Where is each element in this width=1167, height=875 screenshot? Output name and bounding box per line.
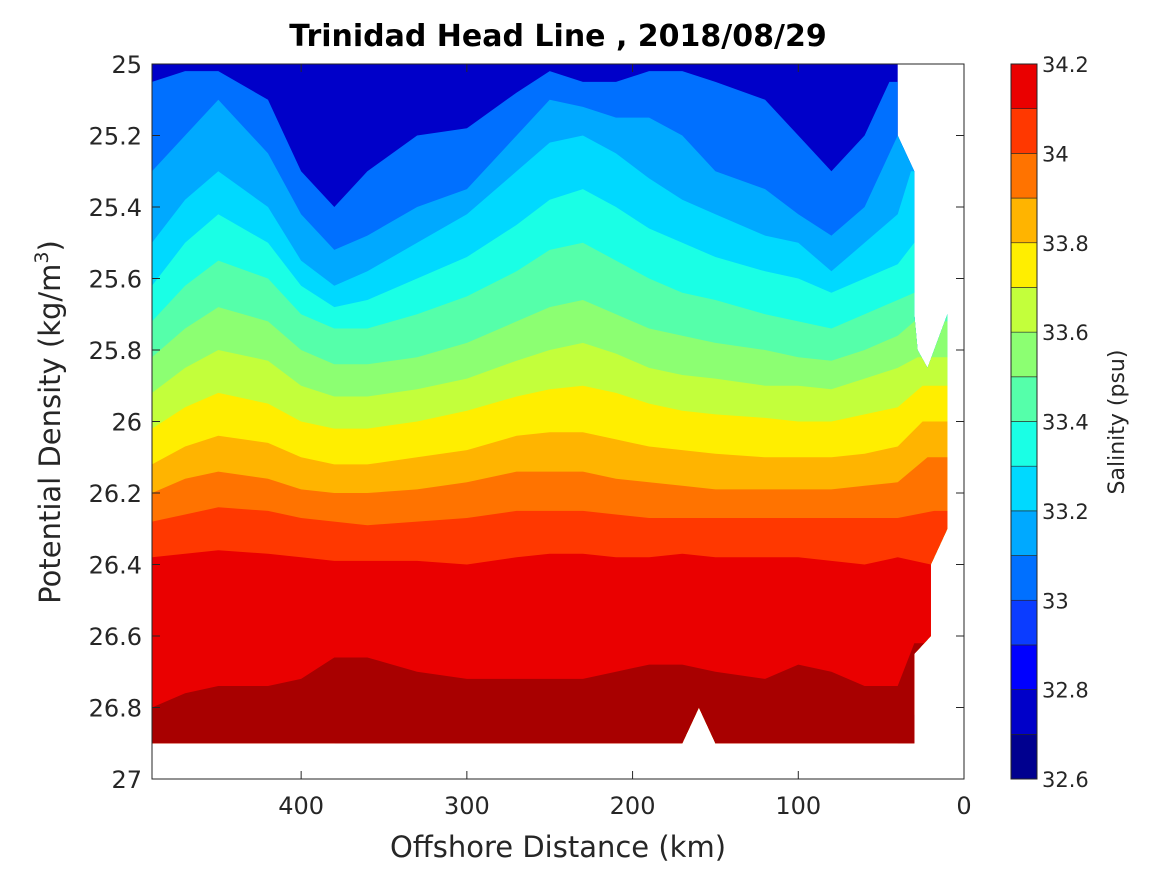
y-axis-title: Potential Density (kg/m3) — [31, 240, 67, 604]
y-tick-label: 26.6 — [89, 623, 142, 651]
x-axis-ticks: 400 300 200 100 0 — [278, 64, 972, 820]
colorbar-swatch — [1010, 331, 1038, 378]
colorbar-swatch — [1010, 510, 1038, 556]
x-axis-title: Offshore Distance (km) — [390, 830, 726, 864]
chart-title: Trinidad Head Line , 2018/08/29 — [289, 19, 826, 54]
y-tick-label: 26.4 — [89, 552, 142, 580]
x-tick-label: 300 — [444, 792, 490, 820]
y-axis-title-main: Potential Density (kg/m — [33, 264, 67, 604]
colorbar-swatch — [1010, 734, 1038, 780]
y-tick-label: 26.8 — [89, 695, 142, 723]
colorbar-swatch — [1010, 242, 1038, 288]
colorbar-swatch — [1010, 644, 1038, 690]
x-tick-label: 0 — [956, 792, 971, 820]
colorbar-swatch — [1010, 153, 1038, 199]
colorbar-tick-label: 34.2 — [1042, 53, 1089, 77]
colorbar-tick-label: 32.6 — [1042, 768, 1089, 792]
colorbar-swatch — [1010, 689, 1038, 735]
y-tick-label: 25.8 — [89, 337, 142, 365]
x-tick-label: 200 — [610, 792, 656, 820]
colorbar-tick-label: 33 — [1042, 589, 1069, 613]
colorbar-swatch — [1010, 599, 1038, 646]
colorbar-swatch — [1010, 197, 1038, 244]
colorbar-frame — [1010, 63, 1038, 780]
colorbar-title: Salinity (psu) — [1105, 350, 1130, 495]
colorbar-swatch — [1010, 287, 1038, 333]
y-tick-label: 27 — [111, 766, 142, 794]
colorbar-swatch — [1010, 465, 1038, 512]
colorbar-ticks: 32.6 32.8 33 33.2 33.4 33.6 33.8 34 34.2 — [1042, 53, 1089, 792]
contour-fill-layer — [152, 64, 948, 744]
y-axis-title-close: ) — [33, 240, 67, 251]
colorbar-tick-label: 33.4 — [1042, 411, 1089, 435]
colorbar-swatch — [1010, 376, 1038, 422]
colorbar-swatch — [1010, 63, 1038, 109]
y-axis-title-exponent: 3 — [31, 251, 53, 263]
colorbar-tick-label: 32.8 — [1042, 679, 1089, 703]
y-axis-ticks: 25 25.2 25.4 25.6 25.8 26 26.2 26.4 26.6 26.8 27 — [89, 51, 964, 794]
y-tick-label: 25.6 — [89, 266, 142, 294]
y-tick-label: 25 — [111, 51, 142, 79]
y-tick-label: 26.2 — [89, 480, 142, 508]
colorbar-swatch — [1010, 555, 1038, 601]
colorbar-tick-label: 34 — [1042, 142, 1069, 166]
plot-area: 400 300 200 100 0 25 25.2 25.4 25.6 25.8 26 26.2 26… — [89, 51, 972, 820]
colorbar-swatches — [1010, 63, 1038, 780]
salinity-band-34-1 — [152, 643, 948, 744]
colorbar-tick-label: 33.6 — [1042, 321, 1089, 345]
x-tick-label: 100 — [775, 792, 821, 820]
y-tick-label: 25.2 — [89, 123, 142, 151]
colorbar-swatch — [1010, 421, 1038, 467]
colorbar-tick-label: 33.8 — [1042, 232, 1089, 256]
colorbar: 32.6 32.8 33 33.2 33.4 33.6 33.8 34 34.2 Salinit… — [1010, 53, 1130, 792]
y-tick-label: 25.4 — [89, 194, 142, 222]
colorbar-swatch — [1010, 108, 1038, 154]
colorbar-tick-label: 33.2 — [1042, 500, 1089, 524]
y-tick-label: 26 — [111, 409, 142, 437]
x-tick-label: 400 — [278, 792, 324, 820]
